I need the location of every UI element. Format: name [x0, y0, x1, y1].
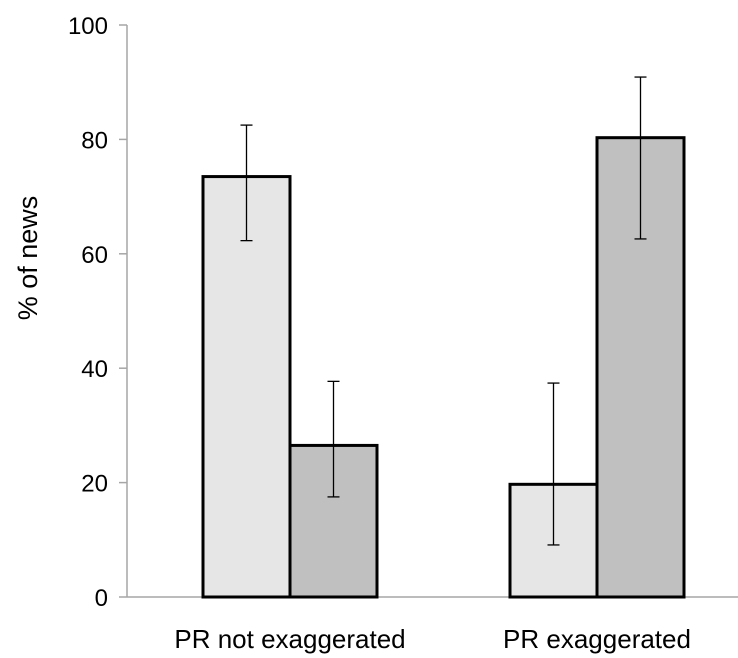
- error-bar: [547, 382, 560, 546]
- y-tick-label: 20: [81, 471, 108, 498]
- x-category-label: PR not exaggerated: [174, 624, 405, 654]
- y-tick-label: 0: [95, 585, 108, 612]
- x-category-label: PR exaggerated: [503, 624, 691, 654]
- y-tick-label: 40: [81, 356, 108, 383]
- y-axis-ticks: 0 20 40 60 80 100: [68, 13, 127, 612]
- y-axis-title: % of news: [13, 196, 43, 321]
- error-bar: [634, 76, 647, 240]
- bars: [201, 136, 686, 599]
- y-tick-label: 60: [81, 242, 108, 269]
- x-axis-category-labels: PR not exaggerated PR exaggerated: [174, 624, 691, 654]
- error-bars: [240, 76, 647, 546]
- error-bar: [240, 124, 253, 242]
- error-bar: [327, 380, 340, 498]
- bar-series-1-0: [201, 175, 292, 599]
- y-tick-label: 80: [81, 127, 108, 154]
- y-tick-label: 100: [68, 13, 108, 40]
